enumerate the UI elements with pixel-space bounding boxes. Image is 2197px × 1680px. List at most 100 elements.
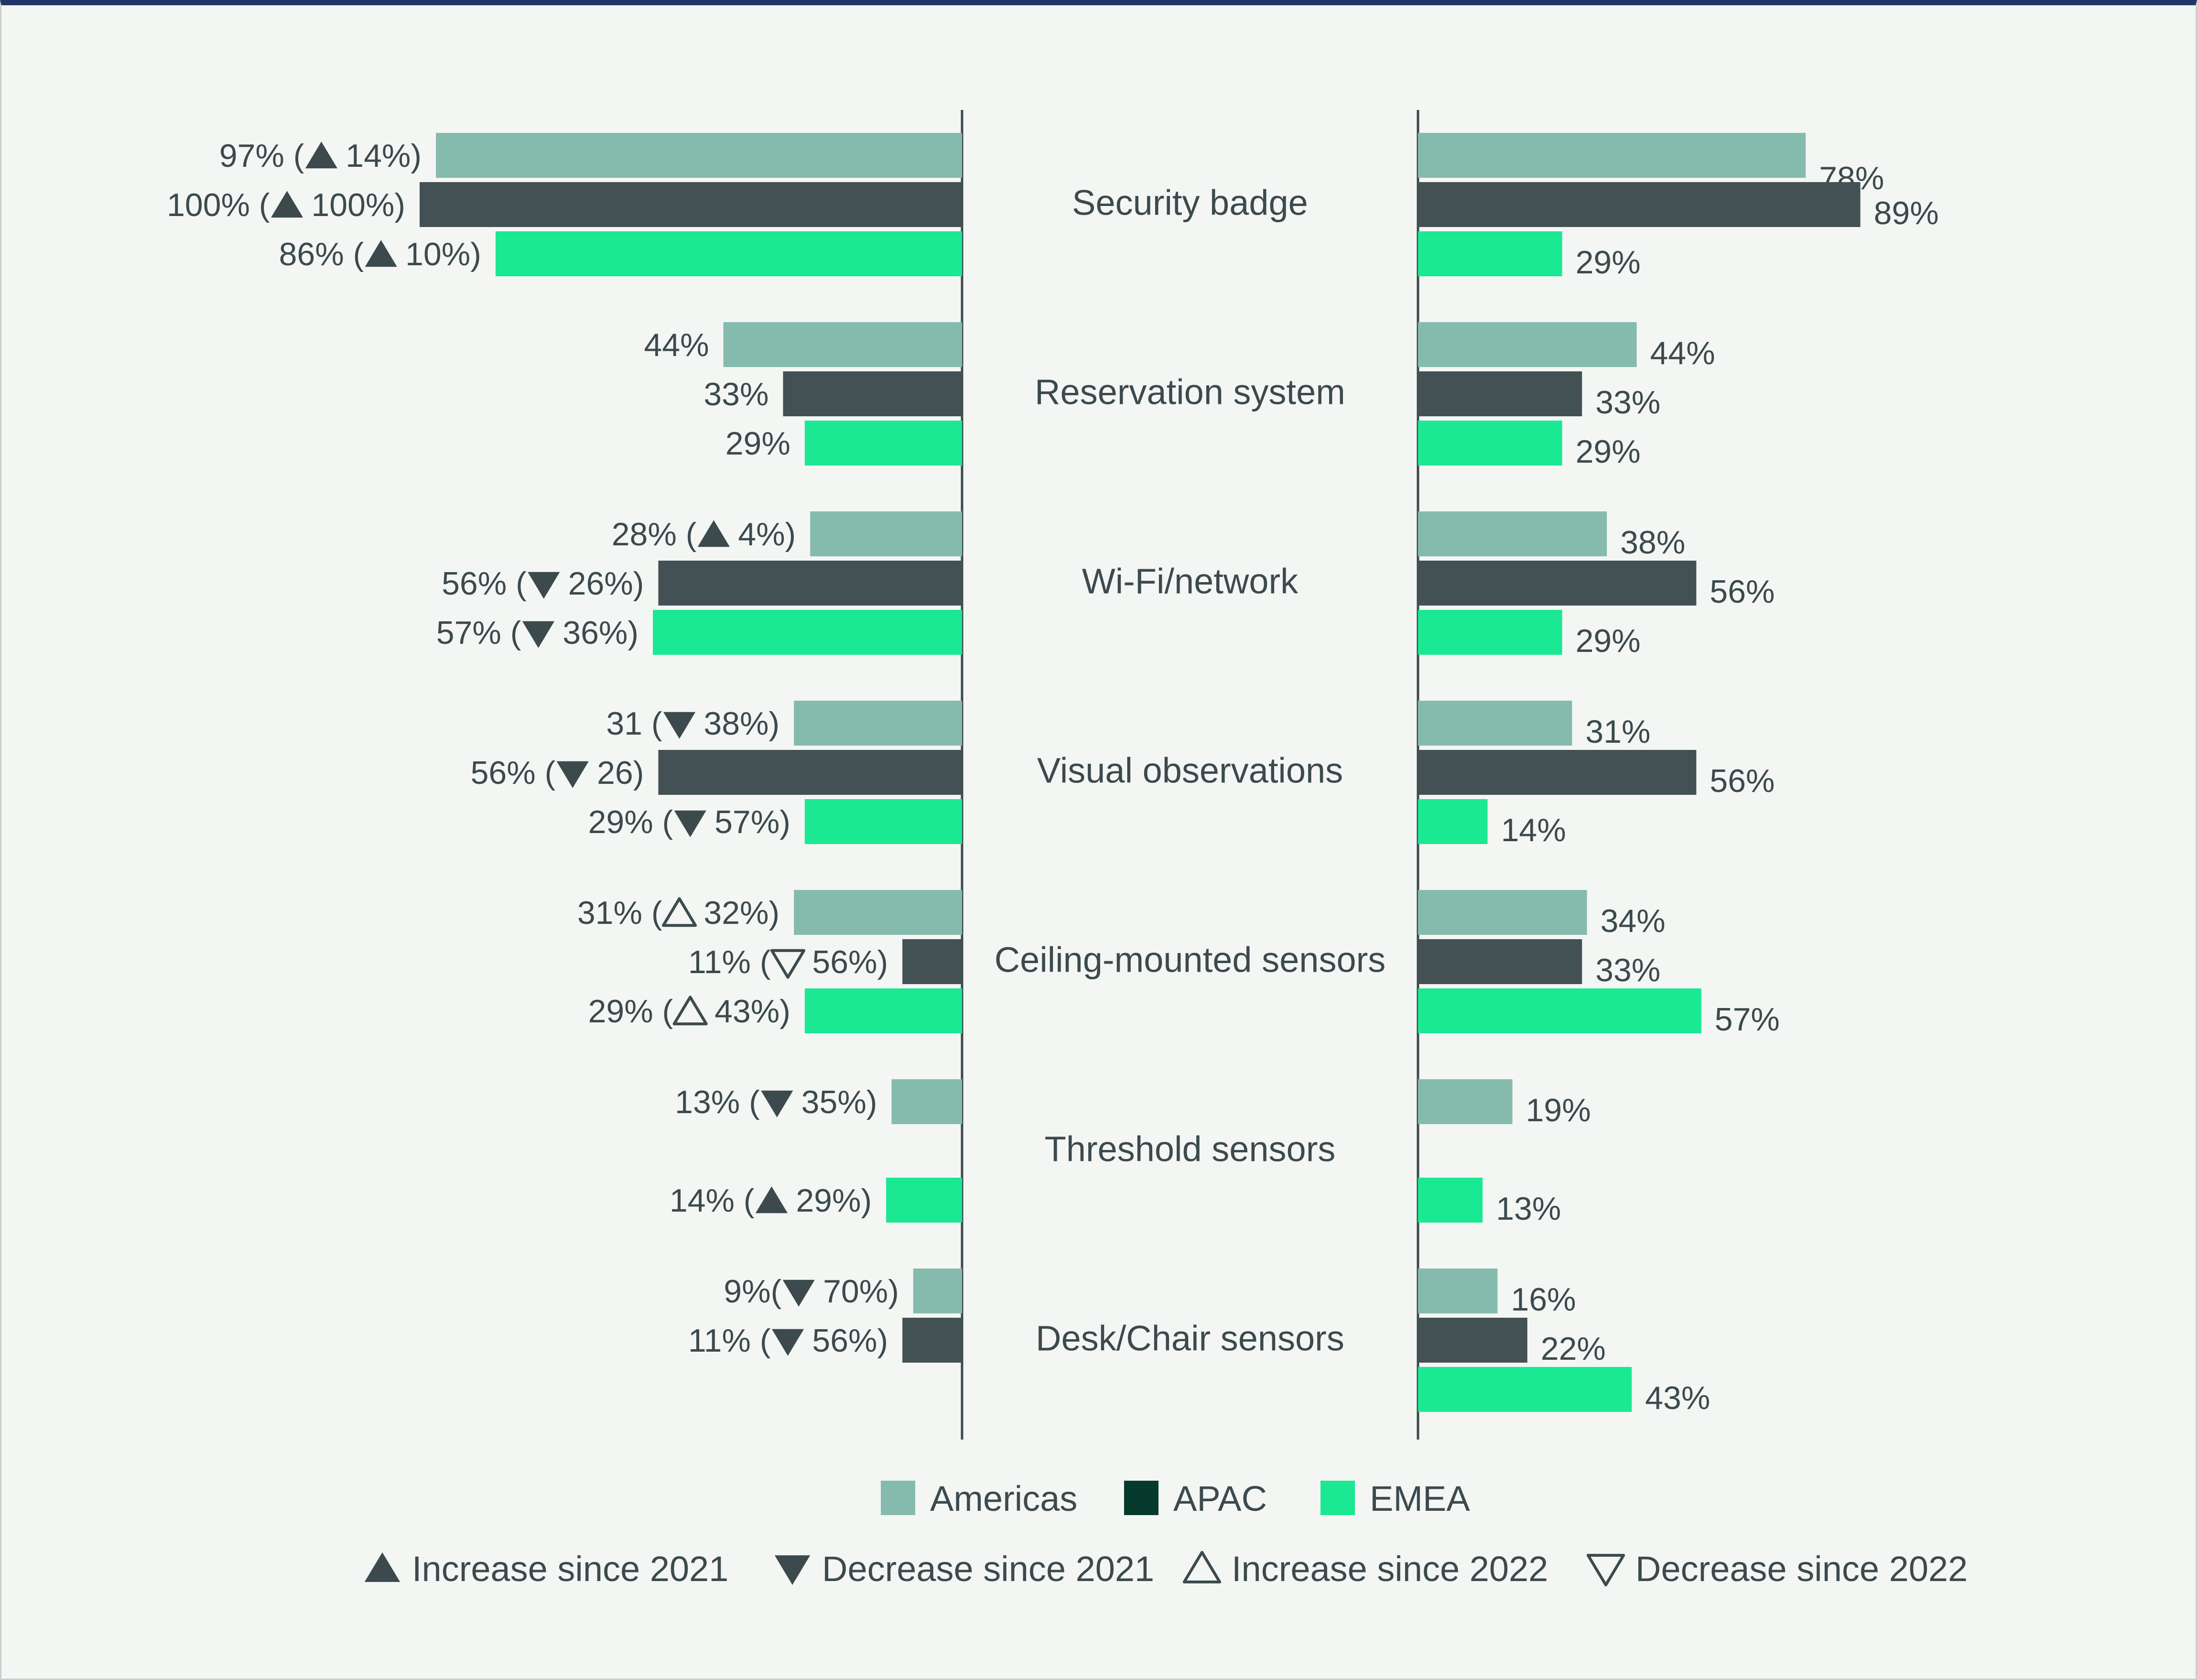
bar-left-americas	[913, 1268, 962, 1313]
category-label: Threshold sensors	[1045, 1129, 1336, 1169]
label-right-apac: 33%	[1595, 952, 1660, 988]
legend: Americas APAC EMEA Increase since 2021 Decre…	[364, 1479, 1968, 1589]
legend-label-apac: APAC	[1173, 1479, 1267, 1518]
bar-right-apac	[1418, 1318, 1527, 1363]
bar-left-emea	[653, 610, 962, 655]
label-left-americas: 31 ( 38%)	[606, 705, 779, 742]
marker-down-filled-icon	[663, 712, 696, 739]
label-left-americas: 44%	[644, 327, 709, 363]
bar-right-emea	[1418, 799, 1488, 844]
bar-right-emea	[1418, 231, 1562, 276]
category-label: Wi-Fi/network	[1082, 562, 1299, 601]
legend-up-outline-icon	[1182, 1550, 1222, 1583]
marker-up-filled-icon	[755, 1186, 788, 1214]
category-label: Desk/Chair sensors	[1036, 1319, 1344, 1358]
bar-left-americas	[436, 133, 962, 178]
legend-swatch-apac	[1124, 1481, 1158, 1515]
legend-marker-label: Increase since 2022	[1232, 1549, 1548, 1589]
bar-left-apac	[783, 371, 962, 416]
bar-left-americas	[810, 511, 962, 556]
legend-down-outline-icon	[1586, 1554, 1625, 1587]
marker-down-filled-icon	[528, 572, 560, 599]
bar-left-emea	[804, 421, 962, 466]
label-right-americas: 19%	[1526, 1092, 1591, 1128]
bar-right-americas	[1418, 701, 1572, 746]
marker-up-filled-icon	[697, 520, 730, 547]
marker-down-filled-icon	[556, 761, 589, 788]
legend-marker-label: Decrease since 2021	[822, 1549, 1154, 1589]
label-right-emea: 29%	[1576, 244, 1641, 281]
bar-left-apac	[902, 1318, 962, 1363]
bar-right-americas	[1418, 511, 1607, 556]
label-right-americas: 16%	[1511, 1281, 1576, 1318]
bar-left-emea	[495, 231, 962, 276]
label-left-americas: 28% ( 4%)	[612, 516, 796, 553]
bar-right-emea	[1418, 1367, 1632, 1412]
bar-right-apac	[1418, 939, 1582, 984]
label-left-americas: 9%( 70%)	[724, 1273, 899, 1310]
group-reservation-system: Reservation system 44% 44% 33% 33% 29% 29%	[644, 322, 1715, 470]
label-right-emea: 13%	[1496, 1191, 1561, 1227]
label-left-apac: 33%	[703, 376, 768, 412]
category-label: Reservation system	[1035, 372, 1345, 412]
marker-up-outline-icon	[661, 897, 697, 927]
legend-swatch-americas	[881, 1481, 915, 1515]
bar-right-americas	[1418, 890, 1587, 935]
bar-right-emea	[1418, 421, 1562, 466]
bar-left-apac	[658, 750, 962, 795]
label-right-americas: 34%	[1601, 903, 1666, 939]
bar-right-americas	[1418, 133, 1806, 178]
marker-down-filled-icon	[674, 810, 706, 837]
bar-left-emea	[886, 1178, 962, 1223]
marker-down-filled-icon	[771, 1329, 804, 1356]
bar-right-emea	[1418, 988, 1701, 1033]
bar-left-apac	[420, 182, 962, 227]
label-right-apac: 56%	[1710, 574, 1775, 610]
bar-right-apac	[1418, 371, 1582, 416]
group-visual-observations: Visual observations 31 ( 38%) 31% 56% ( 26)…	[471, 701, 1775, 848]
legend-label-americas: Americas	[930, 1479, 1077, 1518]
label-right-emea: 14%	[1501, 812, 1566, 848]
bar-left-emea	[804, 988, 962, 1033]
marker-up-filled-icon	[365, 240, 397, 267]
bar-left-americas	[794, 701, 962, 746]
legend-swatch-emea	[1320, 1481, 1355, 1515]
marker-up-filled-icon	[271, 191, 303, 218]
label-right-apac: 33%	[1595, 384, 1660, 421]
bar-left-americas	[891, 1079, 962, 1124]
bar-right-americas	[1418, 1268, 1498, 1313]
bar-right-apac	[1418, 182, 1861, 227]
label-right-emea: 43%	[1645, 1380, 1710, 1416]
bar-left-emea	[804, 799, 962, 844]
marker-down-filled-icon	[782, 1279, 815, 1307]
marker-down-filled-icon	[761, 1090, 793, 1117]
bar-right-apac	[1418, 561, 1697, 606]
marker-up-filled-icon	[305, 141, 338, 169]
label-left-emea: 29%	[725, 425, 790, 462]
label-right-emea: 57%	[1715, 1001, 1780, 1038]
bar-left-americas	[723, 322, 962, 367]
bar-left-apac	[658, 561, 962, 606]
bar-right-apac	[1418, 750, 1697, 795]
label-right-emea: 29%	[1576, 623, 1641, 659]
label-right-americas: 31%	[1585, 714, 1650, 750]
bar-right-emea	[1418, 1178, 1483, 1223]
bar-left-americas	[794, 890, 962, 935]
category-label: Visual observations	[1037, 751, 1343, 791]
label-right-americas: 38%	[1620, 524, 1685, 561]
label-right-emea: 29%	[1576, 434, 1641, 470]
category-label: Ceiling-mounted sensors	[995, 940, 1386, 980]
legend-up-filled-icon	[364, 1552, 400, 1582]
marker-up-outline-icon	[672, 996, 708, 1026]
bar-right-americas	[1418, 322, 1637, 367]
bar-right-emea	[1418, 610, 1562, 655]
label-right-apac: 22%	[1541, 1331, 1606, 1367]
bar-left-apac	[902, 939, 962, 984]
